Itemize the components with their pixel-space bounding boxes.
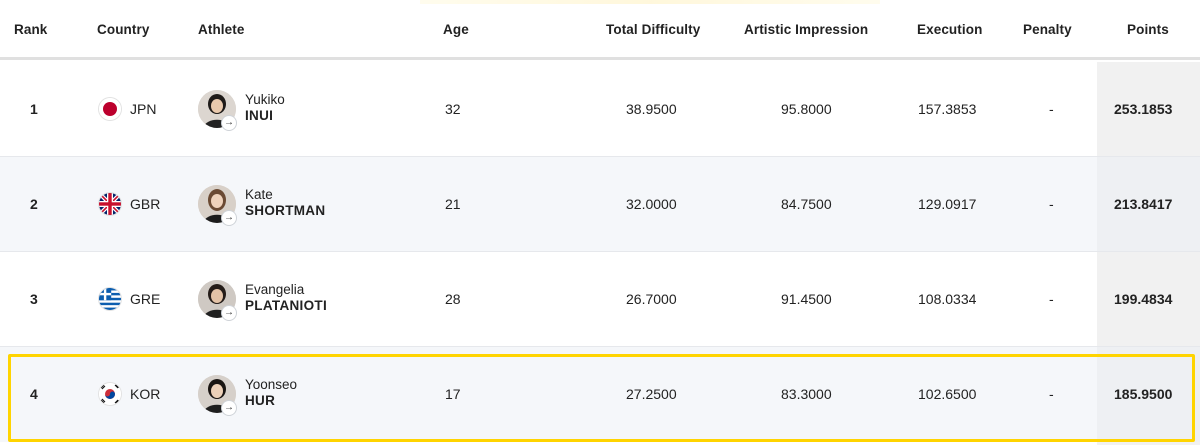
greece-flag-icon [99,288,121,310]
athlete-last-name[interactable]: SHORTMAN [245,203,326,218]
penalty-cell: - [1049,386,1054,402]
artistic-impression-cell: 95.8000 [781,101,832,117]
execution-cell: 157.3853 [918,101,977,117]
athlete-first-name[interactable]: Yoonseo [245,377,298,392]
points-cell: 213.8417 [1114,196,1173,212]
country-code: JPN [130,101,157,117]
age-cell: 32 [445,101,461,117]
table-row[interactable]: 4 KOR → Yoonseo HUR 17 27.2500 83.3000 [0,347,1200,442]
country-code: GBR [130,196,161,212]
table-row[interactable]: 2 GBR → Kate SHORTMAN 21 32.0000 84.7500… [0,157,1200,252]
total-difficulty-cell: 32.0000 [626,196,677,212]
athlete-first-name[interactable]: Kate [245,187,273,202]
table-row[interactable]: 1 JPN → Yukiko INUI 32 38.9500 95.8000 1… [0,62,1200,157]
japan-flag-icon [99,98,121,120]
athlete-avatar[interactable] [198,375,236,413]
points-cell: 253.1853 [1114,101,1173,117]
header-rank[interactable]: Rank [14,22,48,37]
country-code: KOR [130,386,161,402]
arrow-right-icon[interactable]: → [222,401,236,415]
points-cell: 185.9500 [1114,386,1173,402]
artistic-impression-cell: 83.3000 [781,386,832,402]
row-divider [0,156,1200,157]
athlete-first-name[interactable]: Evangelia [245,282,305,297]
rank-cell: 3 [30,291,38,307]
athlete-last-name[interactable]: PLATANIOTI [245,298,327,313]
table-header: Rank Country Athlete Age Total Difficult… [0,0,1200,60]
points-cell: 199.4834 [1114,291,1173,307]
execution-cell: 102.6500 [918,386,977,402]
points-cell-background [1097,62,1200,157]
rank-cell: 4 [30,386,38,402]
arrow-right-icon[interactable]: → [222,211,236,225]
total-difficulty-cell: 27.2500 [626,386,677,402]
athlete-avatar[interactable] [198,90,236,128]
row-divider [0,346,1200,347]
athlete-first-name[interactable]: Yukiko [245,92,285,107]
penalty-cell: - [1049,291,1054,307]
points-cell-background [1097,347,1200,442]
rank-cell: 1 [30,101,38,117]
rank-cell: 2 [30,196,38,212]
penalty-cell: - [1049,101,1054,117]
korea-flag-icon [99,383,121,405]
execution-cell: 108.0334 [918,291,977,307]
points-cell-background [1097,157,1200,252]
arrow-right-icon[interactable]: → [222,116,236,130]
header-total-difficulty[interactable]: Total Difficulty [606,22,701,37]
artistic-impression-cell: 84.7500 [781,196,832,212]
age-cell: 28 [445,291,461,307]
header-execution[interactable]: Execution [917,22,983,37]
total-difficulty-cell: 38.9500 [626,101,677,117]
age-cell: 17 [445,386,461,402]
age-cell: 21 [445,196,461,212]
athlete-last-name[interactable]: INUI [245,108,274,123]
header-athlete[interactable]: Athlete [198,22,245,37]
total-difficulty-cell: 26.7000 [626,291,677,307]
row-divider [0,251,1200,252]
artistic-impression-cell: 91.4500 [781,291,832,307]
penalty-cell: - [1049,196,1054,212]
table-row[interactable]: 3 GRE → Evangelia PLATANIOTI 28 26.7000 … [0,252,1200,347]
header-penalty[interactable]: Penalty [1023,22,1072,37]
country-code: GRE [130,291,161,307]
header-age[interactable]: Age [443,22,469,37]
header-points[interactable]: Points [1127,22,1169,37]
execution-cell: 129.0917 [918,196,977,212]
header-country[interactable]: Country [97,22,150,37]
points-cell-background [1097,252,1200,347]
top-accent-bar [420,0,880,4]
uk-flag-icon [99,193,121,215]
athlete-last-name[interactable]: HUR [245,393,276,408]
arrow-right-icon[interactable]: → [222,306,236,320]
header-artistic-impression[interactable]: Artistic Impression [744,22,869,37]
